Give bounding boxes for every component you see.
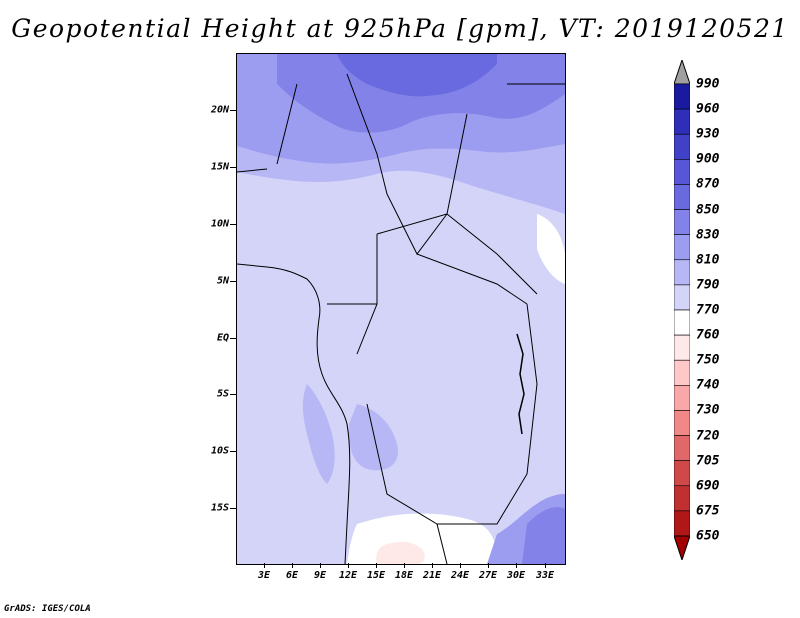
lon-label: 6E: [285, 570, 299, 581]
colorbar-swatch: [674, 309, 690, 336]
lon-label: 12E: [338, 570, 358, 581]
lat-label: 20N: [210, 104, 229, 116]
lat-label: 15S: [210, 502, 229, 514]
lon-tick: [516, 563, 517, 568]
lon-tick: [264, 563, 265, 568]
colorbar-label: 870: [696, 176, 720, 192]
colorbar-top-arrow: [674, 60, 690, 85]
lat-label: 5S: [216, 388, 229, 400]
colorbar-label: 650: [696, 528, 720, 544]
field-790-angola-east: [348, 404, 398, 471]
colorbar-label: 770: [696, 302, 720, 318]
colorbar-swatch: [674, 259, 690, 286]
lat-tick: [230, 167, 236, 168]
lon-label: 18E: [394, 570, 414, 581]
colorbar-swatch: [674, 83, 690, 110]
lat-label: 5N: [216, 275, 229, 287]
colorbar-swatch: [674, 108, 690, 135]
colorbar-label: 730: [696, 402, 720, 418]
lon-tick: [488, 563, 489, 568]
colorbar-swatch: [674, 209, 690, 235]
colorbar-label: 675: [696, 503, 720, 519]
lat-tick: [230, 451, 236, 452]
great-lakes: [516, 333, 525, 435]
colorbar-label: 930: [696, 126, 720, 142]
field-790-angola: [302, 384, 335, 484]
lon-tick: [292, 563, 293, 568]
colorbar-swatch: [674, 510, 690, 537]
colorbar-swatch: [674, 184, 690, 210]
colorbar-label: 760: [696, 327, 720, 343]
lat-label: EQ: [216, 332, 229, 344]
colorbar-label: 790: [696, 277, 720, 293]
colorbar-label: 810: [696, 252, 720, 268]
colorbar-label: 990: [696, 76, 720, 92]
colorbar-label: 740: [696, 377, 720, 393]
lat-label: 15N: [210, 161, 229, 173]
lat-tick: [230, 110, 236, 111]
colorbar-swatch: [674, 234, 690, 261]
lat-tick: [230, 224, 236, 225]
colorbar-swatch: [674, 410, 690, 436]
field-850: [337, 54, 497, 97]
colorbar-swatch: [674, 159, 690, 185]
colorbar-label: 705: [696, 453, 720, 469]
colorbar-swatch: [674, 460, 690, 487]
colorbar-label: 850: [696, 202, 720, 218]
colorbar-swatch: [674, 133, 690, 160]
lat-label: 10N: [210, 218, 229, 230]
lon-tick: [376, 563, 377, 568]
country-borders: [237, 73, 565, 564]
map-canvas: [237, 54, 565, 564]
lon-label: 33E: [535, 570, 555, 581]
lon-label: 15E: [366, 570, 386, 581]
lon-tick: [348, 563, 349, 568]
lat-tick: [230, 281, 236, 282]
lat-tick: [230, 338, 236, 339]
colorbar-swatch: [674, 485, 690, 512]
lon-label: 27E: [478, 570, 498, 581]
field-830-se: [522, 507, 565, 564]
lon-label: 21E: [422, 570, 442, 581]
colorbar-swatch: [674, 435, 690, 461]
colorbar-label: 900: [696, 151, 720, 167]
field-760-east: [537, 214, 565, 284]
lat-label: 10S: [210, 445, 229, 457]
colorbar-label: 750: [696, 352, 720, 368]
lon-tick: [460, 563, 461, 568]
colorbar-label: 830: [696, 227, 720, 243]
colorbar-label: 720: [696, 428, 720, 444]
lon-tick: [320, 563, 321, 568]
colorbar-bottom-arrow: [674, 535, 690, 560]
coastline-west: [237, 263, 351, 564]
lon-tick: [404, 563, 405, 568]
colorbar-label: 960: [696, 101, 720, 117]
colorbar-swatch: [674, 359, 690, 386]
colorbar-swatch: [674, 334, 690, 361]
lon-tick: [432, 563, 433, 568]
map-panel: [236, 53, 566, 565]
lon-label: 3E: [257, 570, 271, 581]
colorbar-swatch: [674, 284, 690, 311]
lon-label: 24E: [450, 570, 470, 581]
map-title: Geopotential Height at 925hPa [gpm], VT:…: [11, 14, 789, 43]
lon-label: 30E: [506, 570, 526, 581]
lon-label: 9E: [313, 570, 327, 581]
lat-tick: [230, 508, 236, 509]
lon-tick: [545, 563, 546, 568]
colorbar-label: 690: [696, 478, 720, 494]
field-750: [376, 541, 425, 564]
colorbar-swatch: [674, 385, 690, 411]
colorbar: 990 960 930 900 870 850 830 810 790 770 760 750 740 7…: [674, 60, 719, 560]
colorbar-swatches: [674, 60, 690, 560]
grads-credit: GrADS: IGES/COLA: [4, 604, 91, 614]
lat-tick: [230, 394, 236, 395]
